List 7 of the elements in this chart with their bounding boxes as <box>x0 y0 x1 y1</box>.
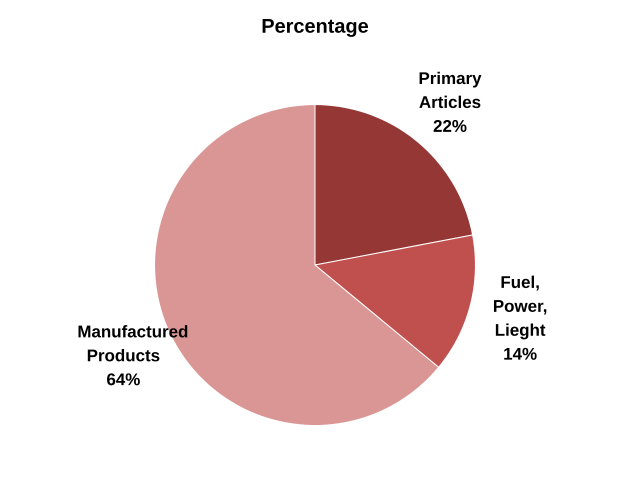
slice-label: Fuel, Power, Lieght <box>494 276 546 340</box>
slice-label: Primary Articles <box>419 72 482 108</box>
data-label: 22% <box>434 120 466 132</box>
data-label: 64% <box>107 373 140 386</box>
data-label: 14% <box>504 348 537 360</box>
slice-label: Manufactured Products <box>78 325 188 362</box>
chart-title: Percentage <box>262 18 368 37</box>
